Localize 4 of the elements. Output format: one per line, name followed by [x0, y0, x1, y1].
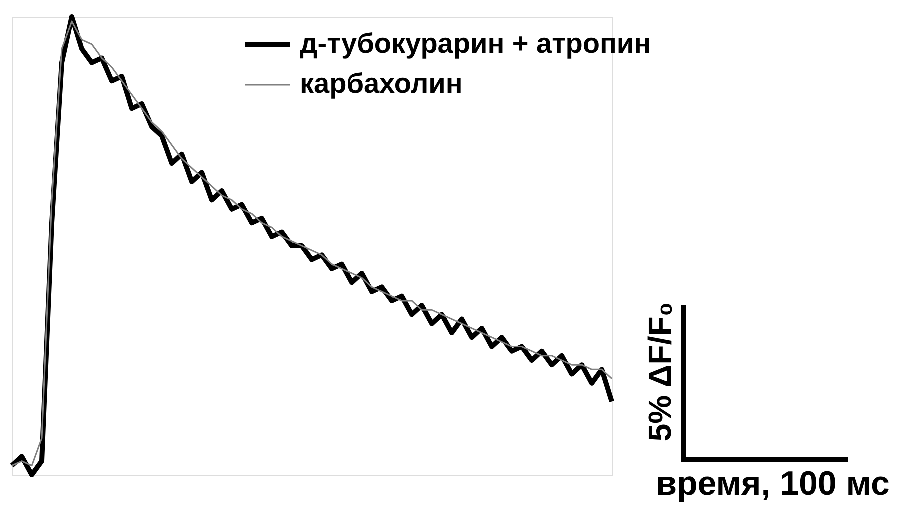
- text: 5% ΔF/F₀: [642, 302, 678, 442]
- legend-label: карбахолин: [300, 68, 463, 99]
- text: время, 100 мс: [656, 465, 890, 503]
- legend-label: д-тубокурарин + атропин: [300, 28, 652, 59]
